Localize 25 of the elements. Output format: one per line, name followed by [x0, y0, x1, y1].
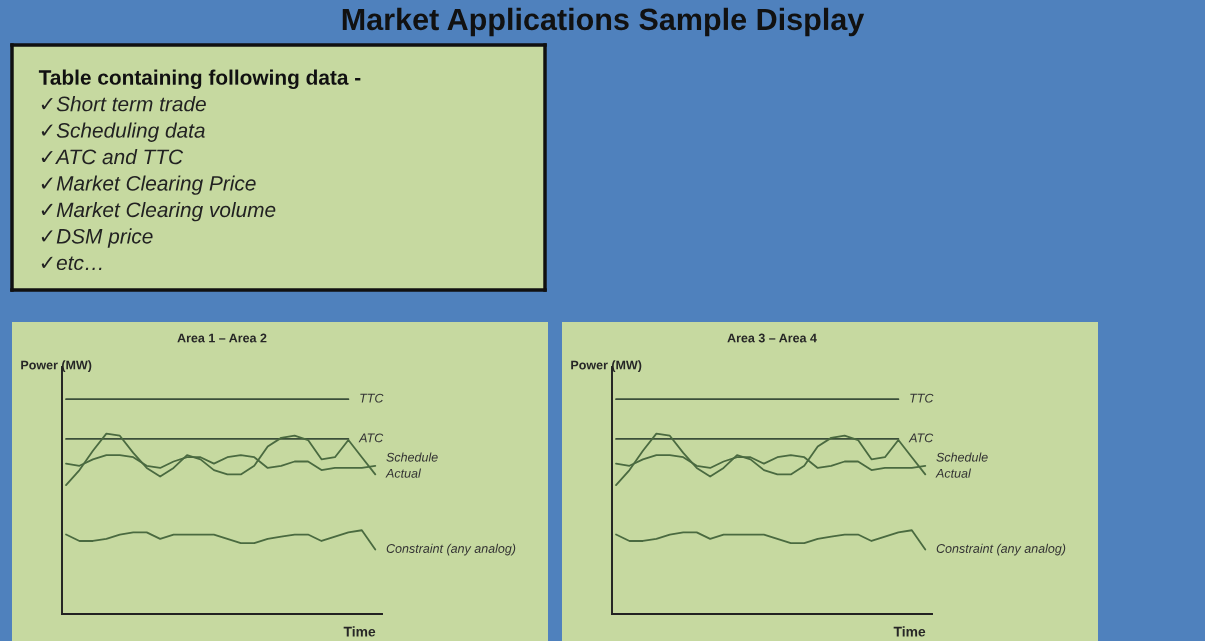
- series-label: TTC: [910, 393, 934, 403]
- series-label: Actual: [935, 468, 972, 478]
- series-label: Schedule: [386, 452, 438, 462]
- x-axis-title: Time: [893, 626, 926, 637]
- series-label: TTC: [360, 393, 384, 403]
- y-axis-title: Power (MW): [571, 360, 642, 372]
- series-label: ATC: [358, 433, 384, 443]
- text: Table containing following data -: [38, 69, 361, 90]
- series-label: Schedule: [936, 452, 988, 462]
- series-label: ATC: [908, 433, 934, 443]
- text: ✓Scheduling data: [41, 122, 205, 142]
- text: ✓etc…: [41, 256, 102, 271]
- text: ✓Market Clearing Price: [41, 175, 256, 195]
- x-axis-title: Time: [343, 626, 376, 637]
- series-label: Actual: [385, 468, 422, 478]
- series-label: Constraint (any analog): [386, 543, 516, 556]
- y-axis-title: Power (MW): [21, 360, 92, 372]
- text: Market Applications Sample Display: [342, 7, 865, 37]
- text: ✓Market Clearing volume: [41, 201, 276, 222]
- text: ✓DSM price: [41, 228, 153, 248]
- chart-title: Area 3 – Area 4: [727, 333, 817, 343]
- chart-title: Area 1 – Area 2: [177, 333, 267, 343]
- series-label: Constraint (any analog): [936, 543, 1066, 556]
- text: ✓ATC and TTC: [41, 148, 184, 165]
- text: ✓Short term trade: [41, 96, 206, 112]
